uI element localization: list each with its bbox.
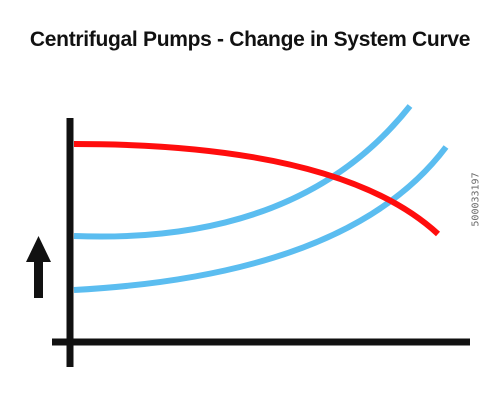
system-curve-upper: [73, 104, 413, 240]
diagram-title: Centrifugal Pumps - Change in System Cur…: [29, 28, 471, 51]
system-curve-lower: [73, 145, 449, 293]
pump-curve: [73, 141, 441, 237]
up-arrow-icon: [26, 236, 51, 298]
stock-id-text: 500033197: [470, 172, 482, 227]
